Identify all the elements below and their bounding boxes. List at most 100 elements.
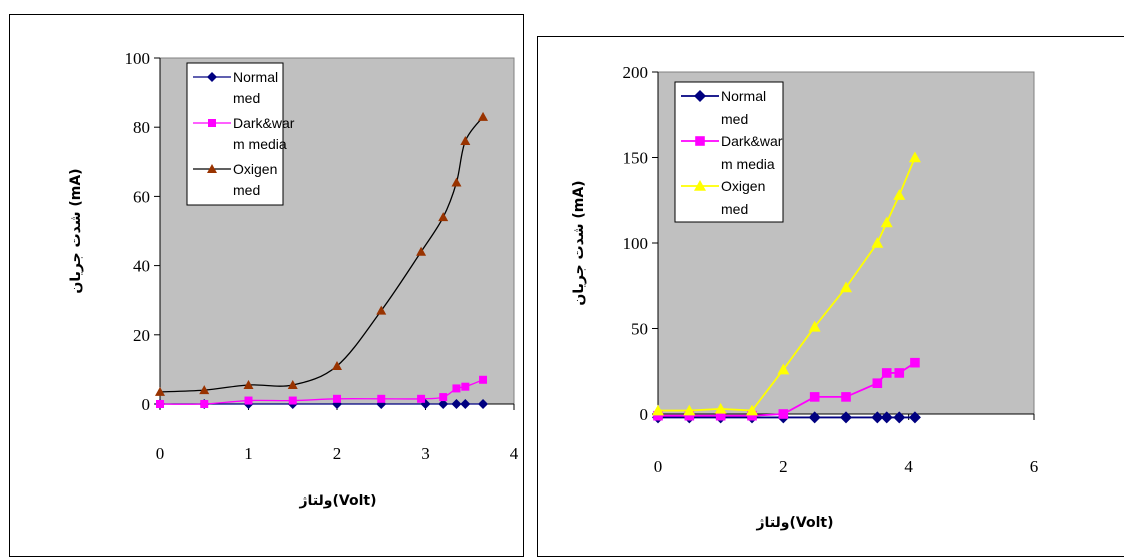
legend-label: m media [721,156,775,172]
legend-label: Normal [233,69,278,85]
data-point [908,151,921,163]
data-point [683,404,696,416]
data-point [200,400,209,408]
legend-label: med [721,201,748,217]
x-tick-label: 0 [654,457,663,476]
data-point [653,410,663,421]
data-point [872,378,883,389]
series-2 [652,151,921,416]
data-point [894,368,905,378]
y-axis-label: شدت جریان (mA) [571,180,587,305]
data-point [893,189,906,200]
x-axis-label: ولتاژ(Volt) [756,515,834,531]
x-tick-label: 2 [779,457,788,476]
data-point [438,399,449,409]
legend-swatch-marker [695,136,705,146]
data-point [479,375,488,384]
legend-label: med [721,111,748,127]
data-point [461,382,470,391]
legend-label: med [233,90,260,106]
legend-label: Oxigen [233,161,277,177]
legend-label: Dark&war [721,133,783,149]
legend-label: Oxigen [721,178,765,194]
data-point [460,136,471,146]
y-tick-label: 20 [133,326,150,345]
data-point [893,411,906,424]
data-point [478,111,489,121]
data-point [747,410,757,421]
legend-label: Dark&war [233,115,295,131]
legend-swatch-marker [207,72,217,82]
x-tick-label: 1 [244,444,253,463]
data-point [377,394,386,403]
data-point [684,410,695,421]
y-axis-label: شدت جریان (mA) [68,168,84,293]
series-1 [156,375,488,408]
data-point [438,212,449,222]
series-2 [155,111,489,396]
data-point [478,399,489,409]
x-axis-label: ولتاژ(Volt) [299,493,377,509]
data-point [439,393,448,402]
data-point [652,404,664,416]
data-point [199,385,210,395]
legend-box [674,81,784,223]
x-tick-label: 2 [333,444,342,463]
data-point [871,411,884,424]
data-point [715,410,726,421]
legend-box [186,62,284,206]
series-1 [653,357,920,421]
y-tick-label: 100 [623,234,649,253]
data-point [416,246,427,256]
data-point [333,394,341,403]
data-point [910,357,920,368]
data-point [714,402,727,414]
data-point [156,400,164,408]
legend-label: m media [233,136,287,152]
data-point [287,379,298,389]
x-tick-label: 6 [1030,457,1039,476]
y-tick-label: 0 [142,395,151,414]
data-point [746,404,758,416]
data-point [452,384,461,393]
legend-swatch-marker [207,164,217,173]
legend-swatch-marker [694,90,706,102]
data-point [777,363,790,375]
data-point [841,392,851,402]
data-point [288,396,297,405]
x-tick-label: 4 [904,457,913,476]
data-point [155,386,165,396]
legend-label: med [233,182,260,198]
legend: Normal med Dark&war m media Oxigen med [674,81,784,223]
data-point [880,216,893,228]
y-tick-label: 40 [133,257,150,276]
data-point [244,396,253,405]
y-tick-label: 100 [125,49,151,68]
data-point [840,281,852,293]
data-point [880,411,893,424]
legend-label: Normal [721,88,766,104]
data-point [808,411,821,424]
data-point [809,392,820,402]
y-tick-label: 200 [623,63,649,82]
data-point [908,411,921,424]
data-point [417,394,426,403]
y-tick-label: 150 [623,149,649,168]
y-tick-label: 0 [640,405,649,424]
data-point [881,368,892,378]
legend: Normal med Dark&war m media Oxigen med [186,62,295,206]
legend-swatch-marker [694,180,706,191]
data-point [840,411,852,424]
data-point [451,177,462,187]
y-tick-label: 50 [631,320,648,339]
data-point [243,379,254,389]
data-point [451,399,462,409]
legend-swatch-marker [208,119,216,127]
data-point [460,399,471,409]
x-tick-label: 0 [156,444,165,463]
x-tick-label: 3 [421,444,430,463]
x-tick-label: 4 [510,444,519,463]
data-point [778,409,789,419]
